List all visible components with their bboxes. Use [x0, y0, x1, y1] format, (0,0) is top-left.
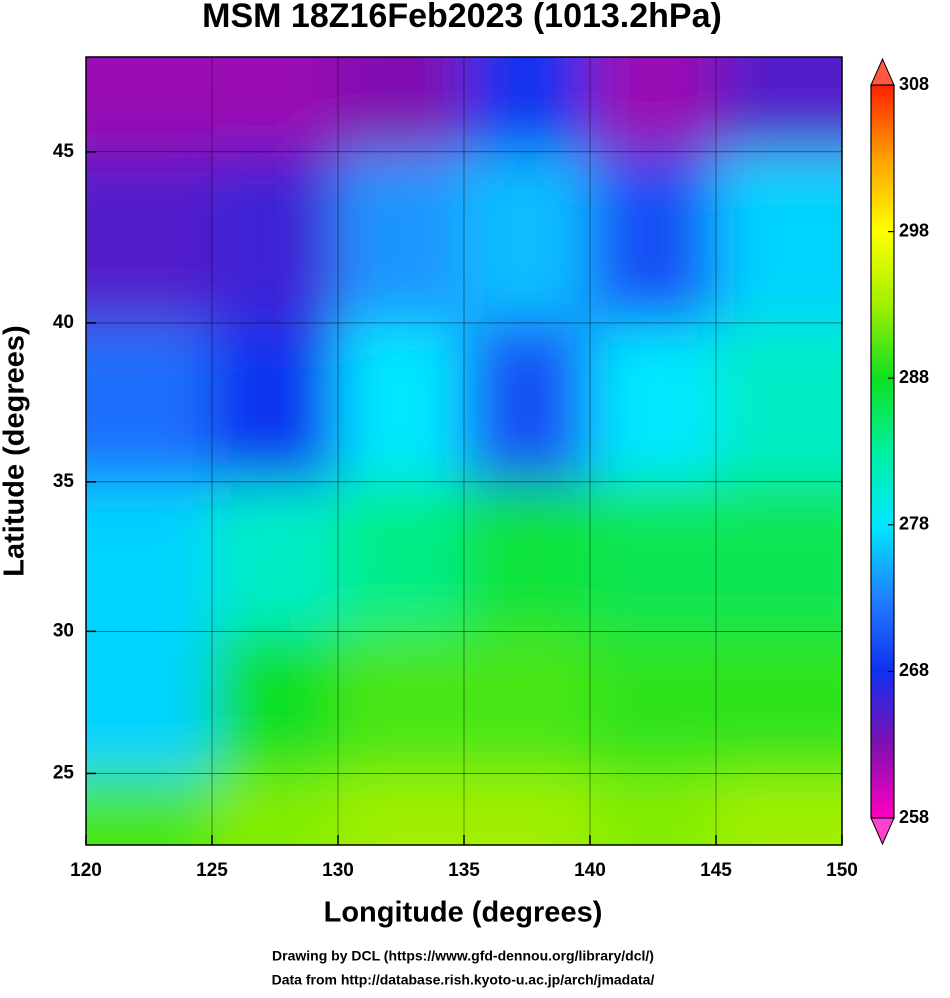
credit: Drawing by DCL (https://www.gfd-dennou.o… [272, 948, 654, 964]
field-cell [212, 57, 339, 153]
field-cell [86, 57, 213, 153]
field-cell [86, 151, 213, 324]
field-cell [590, 322, 717, 483]
chart-title: MSM 18Z16Feb2023 (1013.2hPa) [202, 0, 722, 35]
x-tick-label: 135 [448, 860, 480, 881]
field-cell [212, 773, 339, 845]
colorbar [870, 84, 895, 819]
colorbar-tick-label: 288 [899, 367, 929, 387]
field-cell [86, 631, 213, 775]
field-cell [716, 57, 842, 153]
x-tick-label: 130 [322, 860, 354, 881]
colorbar-tick-label: 258 [899, 807, 929, 827]
field-cell [590, 151, 717, 324]
y-axis-label: Latitude (degrees) [0, 325, 31, 576]
field-cell [716, 631, 842, 775]
field-cell [464, 151, 591, 324]
field-cell [212, 322, 339, 483]
field-cell [86, 773, 213, 845]
field [86, 57, 842, 845]
field-cell [212, 481, 339, 633]
x-tick-label: 140 [574, 860, 606, 881]
x-tick-label: 125 [196, 860, 228, 881]
field-cell [716, 151, 842, 324]
field-cell [590, 481, 717, 633]
field-cell [464, 57, 591, 153]
x-tick-label: 150 [826, 860, 858, 881]
field-cell [464, 322, 591, 483]
x-axis-label: Longitude (degrees) [324, 897, 603, 929]
x-tick-label: 120 [70, 860, 102, 881]
colorbar-extend-top [870, 57, 895, 86]
field-cell [212, 151, 339, 324]
field-cell [338, 57, 465, 153]
field-cell [590, 773, 717, 845]
field-cell [464, 631, 591, 775]
field-cell [716, 773, 842, 845]
field-cell [86, 322, 213, 483]
field-cell [716, 481, 842, 633]
y-tick-label: 25 [53, 762, 75, 783]
field-cell [338, 322, 465, 483]
colorbar-tick-label: 268 [899, 660, 929, 680]
field-cell [338, 631, 465, 775]
colorbar-tick-label: 278 [899, 514, 929, 534]
field-cell [716, 322, 842, 483]
y-tick-label: 30 [53, 620, 74, 641]
field-cell [464, 773, 591, 845]
field-cell [464, 481, 591, 633]
y-tick-label: 45 [53, 141, 75, 162]
field-cell [590, 631, 717, 775]
x-tick-label: 145 [700, 860, 732, 881]
colorbar-tick-label: 298 [899, 220, 929, 240]
field-cell [212, 631, 339, 775]
colorbar-tick-label: 308 [899, 74, 929, 94]
field-cell [338, 151, 465, 324]
field-cell [86, 481, 213, 633]
y-tick-label: 40 [53, 312, 74, 333]
field-cell [338, 773, 465, 845]
field-cell [590, 57, 717, 153]
colorbar-extend-bottom [870, 817, 895, 846]
field-cell [338, 481, 465, 633]
y-tick-label: 35 [53, 471, 75, 492]
credit: Data from http://database.rish.kyoto-u.a… [272, 972, 655, 988]
